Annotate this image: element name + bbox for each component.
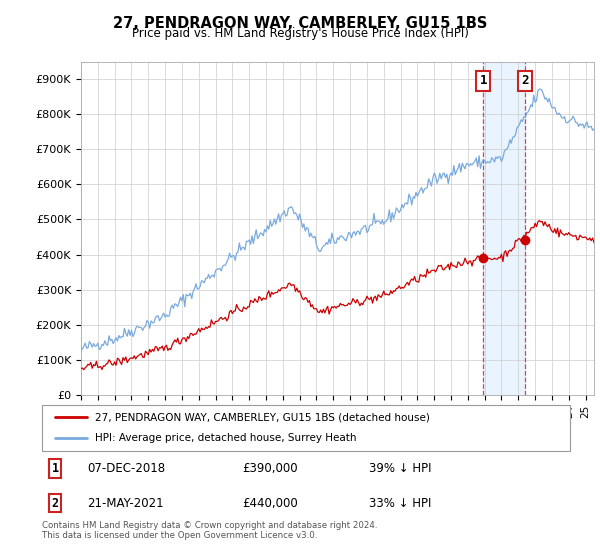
Text: 1: 1: [52, 462, 59, 475]
Text: 1: 1: [479, 74, 487, 87]
Text: Price paid vs. HM Land Registry's House Price Index (HPI): Price paid vs. HM Land Registry's House …: [131, 27, 469, 40]
Text: 39% ↓ HPI: 39% ↓ HPI: [370, 462, 432, 475]
Text: 2: 2: [52, 497, 59, 510]
Text: Contains HM Land Registry data © Crown copyright and database right 2024.
This d: Contains HM Land Registry data © Crown c…: [42, 521, 377, 540]
Text: 27, PENDRAGON WAY, CAMBERLEY, GU15 1BS (detached house): 27, PENDRAGON WAY, CAMBERLEY, GU15 1BS (…: [95, 412, 430, 422]
Text: £440,000: £440,000: [242, 497, 298, 510]
Text: £390,000: £390,000: [242, 462, 298, 475]
Text: 2: 2: [521, 74, 529, 87]
Text: 07-DEC-2018: 07-DEC-2018: [87, 462, 165, 475]
Text: HPI: Average price, detached house, Surrey Heath: HPI: Average price, detached house, Surr…: [95, 433, 356, 444]
Bar: [484, 62, 525, 395]
Text: 21-MAY-2021: 21-MAY-2021: [87, 497, 164, 510]
Text: 33% ↓ HPI: 33% ↓ HPI: [370, 497, 432, 510]
Text: 27, PENDRAGON WAY, CAMBERLEY, GU15 1BS: 27, PENDRAGON WAY, CAMBERLEY, GU15 1BS: [113, 16, 487, 31]
